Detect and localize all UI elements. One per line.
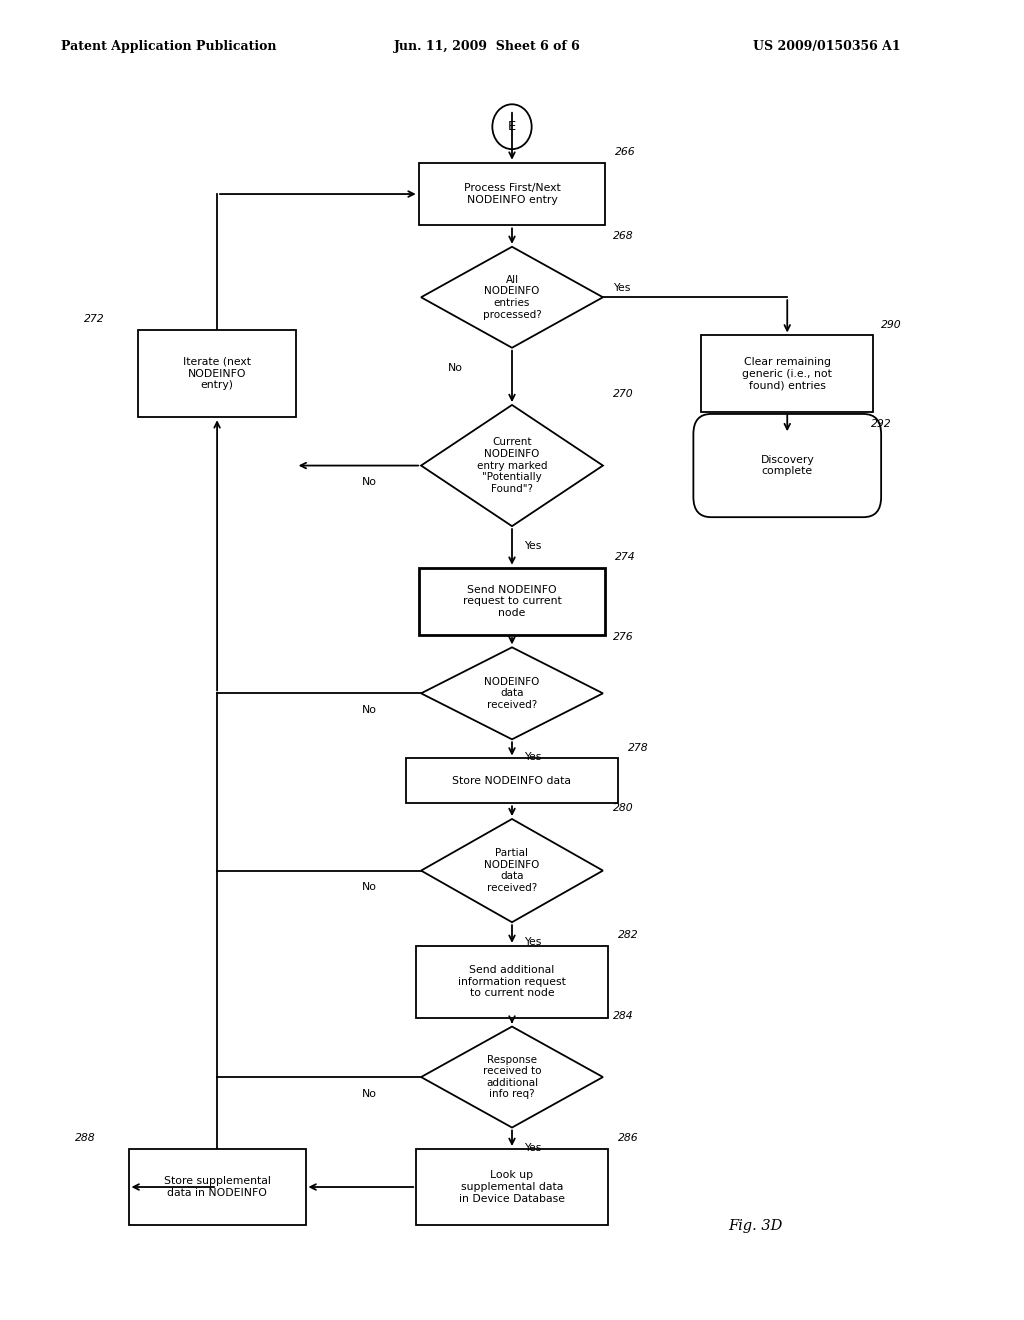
Text: Process First/Next
NODEINFO entry: Process First/Next NODEINFO entry [464, 183, 560, 205]
Text: Yes: Yes [612, 284, 630, 293]
Polygon shape [421, 647, 603, 739]
Polygon shape [421, 818, 603, 923]
FancyBboxPatch shape [416, 1148, 608, 1225]
Text: Discovery
complete: Discovery complete [761, 455, 814, 477]
Text: 282: 282 [617, 931, 638, 940]
Polygon shape [421, 1027, 603, 1127]
FancyBboxPatch shape [138, 330, 296, 417]
Text: Store NODEINFO data: Store NODEINFO data [453, 776, 571, 785]
FancyBboxPatch shape [129, 1148, 305, 1225]
Text: 284: 284 [612, 1011, 634, 1020]
Text: Send NODEINFO
request to current
node: Send NODEINFO request to current node [463, 585, 561, 618]
Text: Response
received to
additional
info req?: Response received to additional info req… [482, 1055, 542, 1100]
Text: US 2009/0150356 A1: US 2009/0150356 A1 [753, 40, 900, 53]
Text: 292: 292 [871, 418, 892, 429]
Polygon shape [421, 405, 603, 527]
Text: No: No [362, 478, 377, 487]
FancyBboxPatch shape [407, 759, 617, 804]
Text: Yes: Yes [524, 541, 541, 552]
Text: Jun. 11, 2009  Sheet 6 of 6: Jun. 11, 2009 Sheet 6 of 6 [394, 40, 581, 53]
Text: Yes: Yes [524, 752, 541, 762]
Text: 272: 272 [84, 314, 105, 325]
Text: Partial
NODEINFO
data
received?: Partial NODEINFO data received? [484, 849, 540, 894]
Text: E: E [508, 120, 516, 133]
Polygon shape [421, 247, 603, 347]
Text: Current
NODEINFO
entry marked
"Potentially
Found"?: Current NODEINFO entry marked "Potential… [477, 437, 547, 494]
Text: Look up
supplemental data
in Device Database: Look up supplemental data in Device Data… [459, 1171, 565, 1204]
Text: 274: 274 [615, 552, 636, 562]
Text: No: No [362, 1089, 377, 1098]
Text: 290: 290 [881, 319, 902, 330]
Text: Send additional
information request
to current node: Send additional information request to c… [458, 965, 566, 998]
FancyBboxPatch shape [416, 945, 608, 1018]
Text: Yes: Yes [524, 937, 541, 948]
Text: Fig. 3D: Fig. 3D [728, 1220, 782, 1233]
Text: 278: 278 [628, 743, 648, 752]
FancyBboxPatch shape [701, 335, 873, 412]
FancyBboxPatch shape [693, 414, 881, 517]
Text: No: No [362, 883, 377, 892]
Text: No: No [362, 705, 377, 715]
Text: 288: 288 [75, 1134, 95, 1143]
Circle shape [493, 104, 531, 149]
Text: 280: 280 [612, 804, 634, 813]
FancyBboxPatch shape [419, 162, 605, 226]
Text: 268: 268 [612, 231, 634, 242]
Text: Iterate (next
NODEINFO
entry): Iterate (next NODEINFO entry) [183, 356, 251, 391]
Text: No: No [449, 363, 463, 374]
FancyBboxPatch shape [419, 568, 605, 635]
Text: 266: 266 [615, 147, 636, 157]
Text: Clear remaining
generic (i.e., not
found) entries: Clear remaining generic (i.e., not found… [742, 356, 833, 391]
Text: 286: 286 [617, 1134, 638, 1143]
Text: 270: 270 [612, 389, 634, 400]
Text: Patent Application Publication: Patent Application Publication [61, 40, 276, 53]
Text: Yes: Yes [524, 1143, 541, 1152]
Text: All
NODEINFO
entries
processed?: All NODEINFO entries processed? [482, 275, 542, 319]
Text: 276: 276 [612, 632, 634, 642]
Text: NODEINFO
data
received?: NODEINFO data received? [484, 677, 540, 710]
Text: Store supplemental
data in NODEINFO: Store supplemental data in NODEINFO [164, 1176, 270, 1197]
